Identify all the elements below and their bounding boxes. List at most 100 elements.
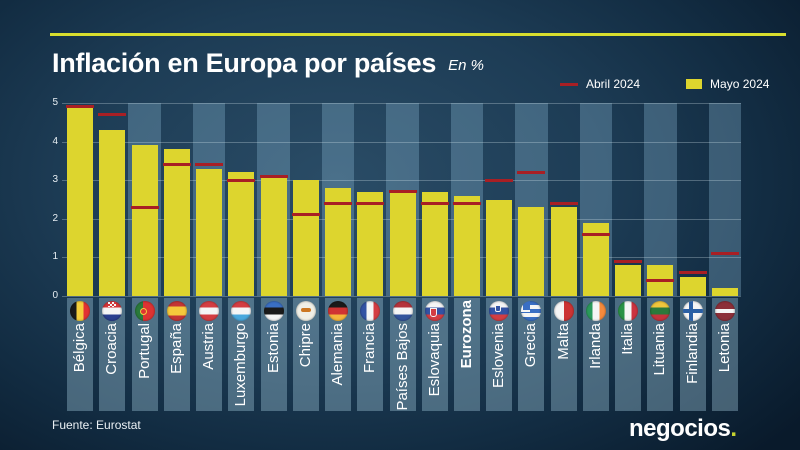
april-dash-portugal [130,205,159,209]
title-bar: Inflación en Europa por países En % [52,48,484,79]
legend-may-label: Mayo 2024 [710,77,770,91]
page-title: Inflación en Europa por países [52,48,437,78]
country-label-belgica: Bélgica [71,323,89,373]
bar-croacia [99,130,126,296]
flag-espana-icon [166,301,187,321]
y-axis-tick-0: 0 [52,290,58,301]
country-label-francia: Francia [361,323,379,374]
country-label-eslovaquia: Eslovaquia [425,323,443,397]
flag-italia-icon [618,301,639,321]
country-label-italia: Italia [619,323,637,355]
legend: Abril 2024 Mayo 2024 [560,76,769,92]
y-axis-tick-2: 2 [52,212,58,224]
bar-estonia [260,176,287,296]
flag-austria-icon [199,301,220,321]
brand-dot: . [730,415,737,442]
country-label-malta: Malta [554,323,572,360]
bar-espana [163,149,190,296]
april-dash-eslovaquia [420,201,449,205]
y-axis-tick-4: 4 [52,135,58,147]
brand-logo: negocios. [629,415,737,443]
country-label-espana: España [167,323,185,374]
april-dash-paises-bajos [388,190,417,194]
background-stripe-letonia [708,103,742,296]
country-label-eurozona: Eurozona [458,300,475,369]
bar-luxemburgo [228,172,255,296]
country-label-letonia: Letonia [715,323,733,373]
country-label-croacia: Croacia [103,323,121,375]
april-dash-chipre [291,213,320,217]
y-axis-tick-3: 3 [52,174,58,186]
bar-alemania [325,187,352,296]
flag-portugal-icon [134,301,155,321]
bar-chipre [292,180,319,296]
flag-irlanda-icon [585,301,606,321]
gridline-3 [62,180,741,182]
country-label-finlandia: Finlandia [683,323,701,384]
legend-may-square-icon [686,79,703,89]
bar-eslovenia [486,199,513,296]
bar-letonia [711,288,738,296]
country-label-eslovenia: Eslovenia [490,323,508,389]
flag-estonia-icon [263,301,284,321]
unit-label: En % [448,57,484,74]
y-axis-tick-5: 5 [52,97,58,108]
bar-finlandia [679,276,706,296]
bar-austria [196,168,223,296]
bar-francia [357,191,384,296]
april-dash-eslovenia [485,178,514,182]
bar-paises-bajos [389,191,416,296]
country-label-lituania: Lituania [651,323,669,376]
april-dash-finlandia [678,271,707,275]
flag-malta-icon [553,301,574,321]
flag-belgica-icon [70,301,91,321]
april-dash-estonia [259,174,288,178]
source-note: Fuente: Eurostat [52,418,141,432]
y-axis-tick-1: 1 [52,251,58,263]
april-dash-francia [356,201,385,205]
april-dash-belgica [66,105,95,109]
bar-eurozona [454,195,480,296]
bar-belgica [67,106,94,296]
flag-finlandia-icon [682,301,703,321]
april-dash-letonia [710,252,739,256]
bar-grecia [518,207,545,296]
bar-malta [550,207,577,296]
flag-croacia-icon [102,301,123,321]
bar-italia [615,265,642,296]
april-dash-austria [195,163,224,167]
country-label-luxemburgo: Luxemburgo [232,323,250,407]
april-dash-croacia [98,113,127,117]
brand-name: negocios [629,415,731,442]
april-dash-malta [549,201,578,205]
bar-eslovaquia [421,191,448,296]
flag-eslovenia-icon [489,301,510,321]
legend-april-dash-icon [560,82,578,86]
country-label-grecia: Grecia [522,323,540,368]
label-strip-eurozona [454,298,480,411]
flag-chipre-icon [295,301,316,321]
april-dash-alemania [324,201,353,205]
country-label-chipre: Chipre [296,323,314,368]
flag-alemania-icon [328,301,349,321]
april-dash-lituania [646,279,675,283]
flag-letonia-icon [714,301,735,321]
country-label-estonia: Estonia [264,323,282,374]
top-accent-rule [50,33,786,36]
april-dash-luxemburgo [227,178,256,182]
gridline-4 [62,141,741,143]
country-label-paises-bajos: Países Bajos [393,323,411,411]
background-stripe-lituania [644,103,677,296]
bar-portugal [131,145,158,296]
flag-eslovaquia-icon [424,301,445,321]
april-dash-grecia [517,170,546,174]
country-label-portugal: Portugal [135,323,153,379]
country-label-austria: Austria [200,323,218,370]
flag-francia-icon [360,301,381,321]
flag-grecia-icon [521,301,542,321]
country-label-alemania: Alemania [329,323,347,386]
flag-lituania-icon [650,301,671,321]
april-dash-espana [162,163,191,167]
